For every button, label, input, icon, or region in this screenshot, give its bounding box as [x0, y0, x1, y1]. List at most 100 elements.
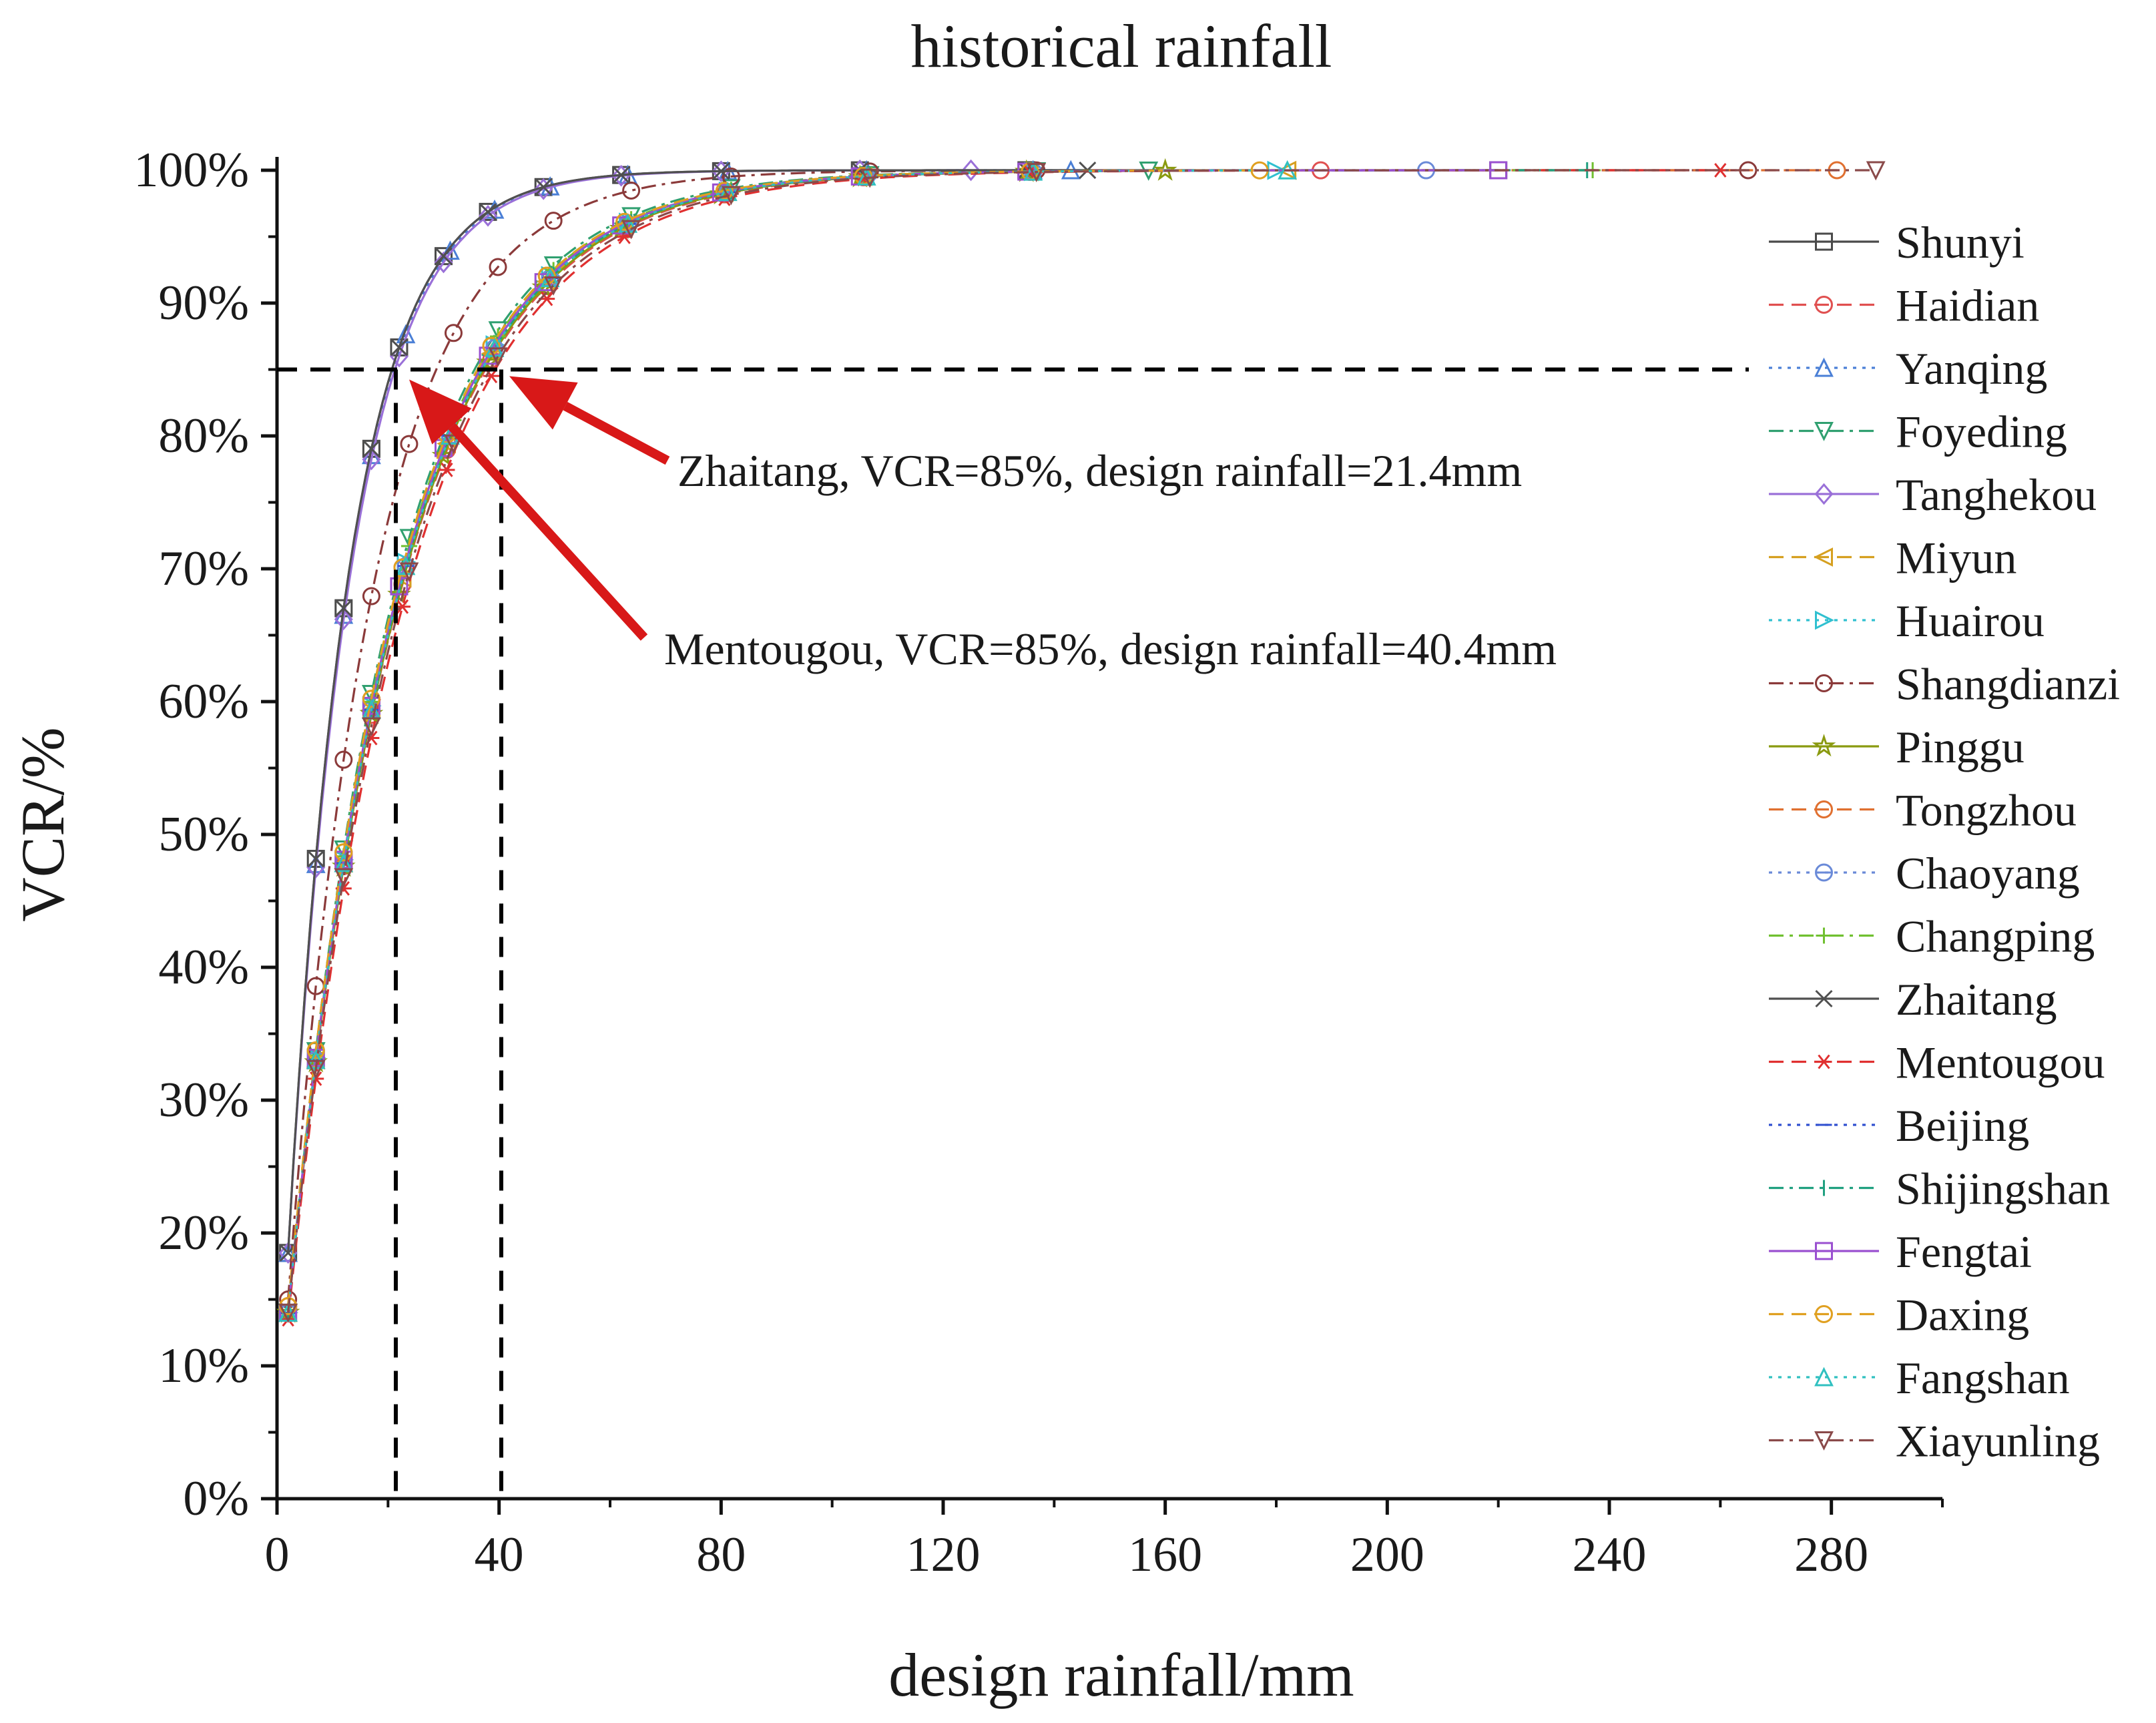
legend-item-changping: Changping: [1769, 911, 2095, 962]
series-line-shangdianzi: [288, 170, 1748, 1300]
legend-label-miyun: Miyun: [1896, 533, 2016, 583]
y-tick-label: 10%: [158, 1338, 249, 1393]
legend-item-miyun: Miyun: [1769, 533, 2016, 583]
x-tick-label: 80: [696, 1527, 746, 1582]
series-pinggu: [279, 162, 1174, 1320]
chart: historical rainfall VCR/% design rainfal…: [0, 0, 2156, 1723]
series-changping: [280, 162, 1601, 1320]
legend-item-chaoyang: Chaoyang: [1769, 848, 2080, 899]
annotations: Zhaitang, VCR=85%, design rainfall=21.4m…: [409, 377, 1557, 675]
series-line-xiayunling: [288, 170, 1876, 1312]
legend-label-zhaitang: Zhaitang: [1896, 974, 2057, 1025]
x-axis-label: design rainfall/mm: [888, 1641, 1354, 1709]
legend-item-yanqing: Yanqing: [1769, 343, 2047, 394]
series-line-fangshan: [288, 170, 1288, 1312]
x-tick-label: 240: [1573, 1527, 1647, 1582]
series-group: [279, 161, 1884, 1326]
legend-label-fangshan: Fangshan: [1896, 1352, 2070, 1403]
series-line-miyun: [288, 170, 1288, 1312]
series-beijing: [280, 170, 1396, 1312]
legend-item-fengtai: Fengtai: [1769, 1226, 2032, 1277]
series-line-chaoyang: [288, 170, 1426, 1312]
chart-title: historical rainfall: [911, 12, 1332, 80]
series-line-tanghekou: [288, 170, 971, 1253]
annotation-arrow-zhaitang-point: [409, 380, 644, 638]
legend-item-daxing: Daxing: [1769, 1290, 2029, 1340]
legend-item-shijingshan: Shijingshan: [1769, 1164, 2110, 1214]
legend-label-mentougou: Mentougou: [1896, 1037, 2105, 1088]
series-line-shijingshan: [288, 170, 1587, 1312]
legend-label-haidian: Haidian: [1896, 280, 2039, 331]
x-tick-label: 200: [1350, 1527, 1424, 1582]
y-tick-label: 100%: [133, 143, 249, 198]
legend-marker-changping: [1816, 928, 1832, 944]
legend-item-pinggu: Pinggu: [1769, 722, 2025, 772]
legend: Shunyi Haidian Yanqing Foyeding Tanghekou Miy…: [1769, 217, 2120, 1467]
series-shijingshan: [288, 162, 1587, 1320]
legend-label-fengtai: Fengtai: [1896, 1226, 2032, 1277]
legend-item-huairou: Huairou: [1769, 595, 2045, 646]
x-tick-label: 280: [1794, 1527, 1868, 1582]
legend-item-xiayunling: Xiayunling: [1769, 1416, 2100, 1467]
series-shunyi: [280, 162, 1507, 1261]
series-marker-shangdianzi: [545, 213, 561, 229]
legend-label-tongzhou: Tongzhou: [1896, 785, 2077, 836]
series-chaoyang: [280, 162, 1434, 1320]
y-tick-label: 80%: [158, 409, 249, 463]
series-line-huairou: [288, 170, 1276, 1312]
y-tick-label: 50%: [158, 807, 249, 862]
series-line-foyeding: [288, 171, 1149, 1313]
series-line-haidian: [288, 170, 1321, 1306]
legend-item-shunyi: Shunyi: [1769, 217, 2025, 268]
y-tick-label: 40%: [158, 940, 249, 995]
y-tick-label: 20%: [158, 1206, 249, 1260]
reference-lines: [277, 370, 1749, 1499]
series-yanqing: [280, 162, 1079, 1261]
series-zhaitang: [280, 162, 1096, 1261]
legend-label-tanghekou: Tanghekou: [1896, 469, 2097, 520]
legend-item-mentougou: Mentougou: [1769, 1037, 2105, 1088]
series-huairou: [280, 162, 1284, 1320]
series-marker-zhaitang: [363, 441, 379, 457]
series-line-shunyi: [288, 170, 1499, 1253]
series-line-tongzhou: [288, 170, 1837, 1306]
y-tick-label: 70%: [158, 541, 249, 596]
x-tick-label: 40: [475, 1527, 524, 1582]
annotation-arrow-mentougou-point-shaft: [565, 406, 667, 461]
legend-label-daxing: Daxing: [1896, 1290, 2029, 1340]
legend-item-tongzhou: Tongzhou: [1769, 785, 2077, 836]
legend-label-shijingshan: Shijingshan: [1896, 1164, 2110, 1214]
series-tanghekou: [280, 161, 979, 1262]
series-line-pinggu: [288, 171, 1165, 1313]
legend-label-yanqing: Yanqing: [1896, 343, 2047, 394]
x-tick-label: 0: [265, 1527, 290, 1582]
legend-label-chaoyang: Chaoyang: [1896, 848, 2080, 899]
legend-marker-mentougou: [1816, 1055, 1832, 1069]
x-tick-label: 120: [906, 1527, 981, 1582]
legend-item-haidian: Haidian: [1769, 280, 2039, 331]
series-line-daxing: [288, 170, 1260, 1306]
series-marker-shangdianzi: [623, 182, 639, 198]
y-tick-label: 90%: [158, 276, 249, 330]
legend-label-huairou: Huairou: [1896, 595, 2045, 646]
legend-label-foyeding: Foyeding: [1896, 407, 2067, 457]
y-tick-label: 0%: [183, 1471, 249, 1526]
legend-item-tanghekou: Tanghekou: [1769, 469, 2097, 520]
legend-item-foyeding: Foyeding: [1769, 407, 2067, 457]
legend-marker-chaoyang: [1816, 865, 1832, 881]
y-tick-label: 60%: [158, 674, 249, 729]
x-tick-label: 160: [1128, 1527, 1202, 1582]
legend-label-shangdianzi: Shangdianzi: [1896, 659, 2120, 710]
series-fangshan: [280, 162, 1296, 1320]
annotation-arrow-mentougou-point: [509, 377, 667, 461]
annotation-mentougou: Mentougou, VCR=85%, design rainfall=40.4…: [664, 624, 1557, 674]
annotation-zhaitang: Zhaitang, VCR=85%, design rainfall=21.4m…: [678, 445, 1522, 496]
legend-item-fangshan: Fangshan: [1769, 1352, 2070, 1403]
series-xiayunling: [280, 162, 1884, 1320]
legend-label-changping: Changping: [1896, 911, 2095, 962]
y-axis-label: VCR/%: [9, 727, 77, 921]
legend-item-shangdianzi: Shangdianzi: [1769, 659, 2120, 710]
series-haidian: [280, 162, 1329, 1314]
y-tick-label: 30%: [158, 1073, 249, 1128]
legend-label-pinggu: Pinggu: [1896, 722, 2025, 772]
